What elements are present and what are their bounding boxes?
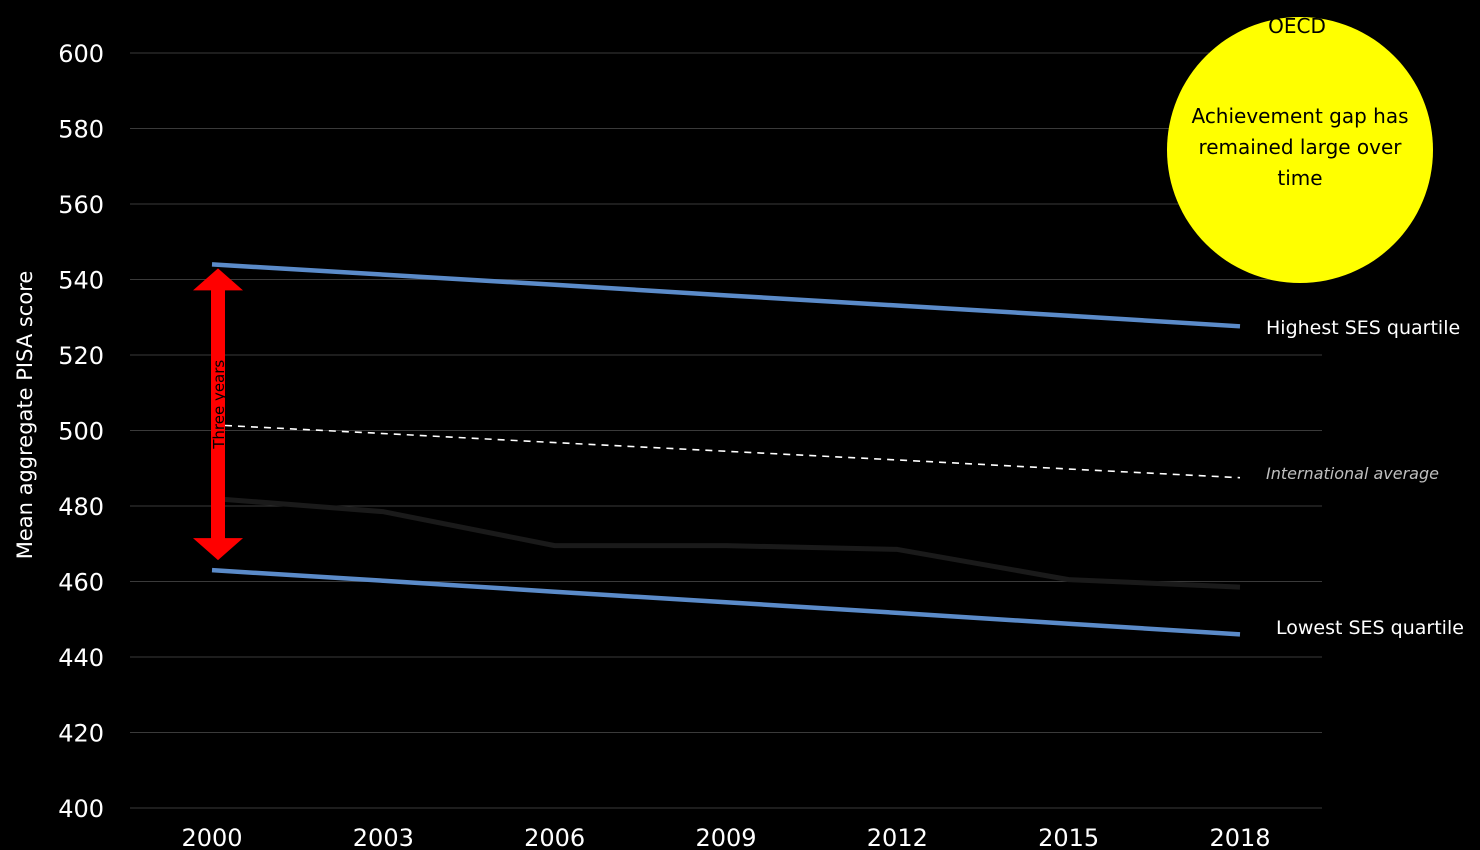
x-tick-label: 2003: [353, 824, 414, 850]
x-tick-labels: 2000 2003 2006 2009 2012 2015 2018: [181, 824, 1270, 850]
y-tick-label: 600: [58, 40, 104, 68]
y-tick-label: 560: [58, 191, 104, 219]
arrow-label: Three years: [210, 360, 228, 450]
x-tick-label: 2018: [1209, 824, 1270, 850]
series-line: [211, 262, 1241, 329]
x-tick-label: 2012: [867, 824, 928, 850]
bubble-text-line: Achievement gap has: [1191, 104, 1408, 128]
bubble-title: OECD: [1268, 14, 1326, 38]
series-name-label: Lowest SES quartile: [1276, 617, 1464, 639]
series-labels: Highest SES quartile International averag…: [1266, 317, 1464, 639]
oecd-bubble: OECD Achievement gap has remained large ov…: [1167, 14, 1433, 283]
gap-arrow: Three years: [193, 268, 243, 561]
bubble-text-line: remained large over: [1198, 135, 1402, 159]
series-name-label: Highest SES quartile: [1266, 317, 1460, 339]
series-line: [211, 567, 1241, 637]
series-line-unlabeled: [211, 495, 1241, 590]
y-tick-label: 440: [58, 644, 104, 672]
gridlines: [130, 52, 1322, 809]
y-tick-label: 500: [58, 418, 104, 446]
bubble-text-line: time: [1277, 166, 1322, 190]
y-tick-label: 580: [58, 116, 104, 144]
bubble-circle: [1167, 17, 1433, 283]
international-average-label: International average: [1266, 464, 1439, 483]
x-tick-label: 2009: [695, 824, 756, 850]
series-line: [211, 424, 1241, 479]
y-tick-label: 460: [58, 569, 104, 597]
y-tick-label: 480: [58, 493, 104, 521]
y-tick-labels: 400 420 440 460 480 500 520 540 560 580 600: [58, 40, 104, 823]
x-tick-label: 2006: [524, 824, 585, 850]
y-tick-label: 520: [58, 342, 104, 370]
y-axis-label: Mean aggregate PISA score: [13, 271, 37, 560]
x-tick-label: 2015: [1038, 824, 1099, 850]
y-tick-label: 400: [58, 795, 104, 823]
x-tick-label: 2000: [181, 824, 242, 850]
y-tick-label: 420: [58, 720, 104, 748]
series-lines: [211, 262, 1241, 637]
double-arrow: [193, 268, 243, 561]
y-tick-label: 540: [58, 267, 104, 295]
